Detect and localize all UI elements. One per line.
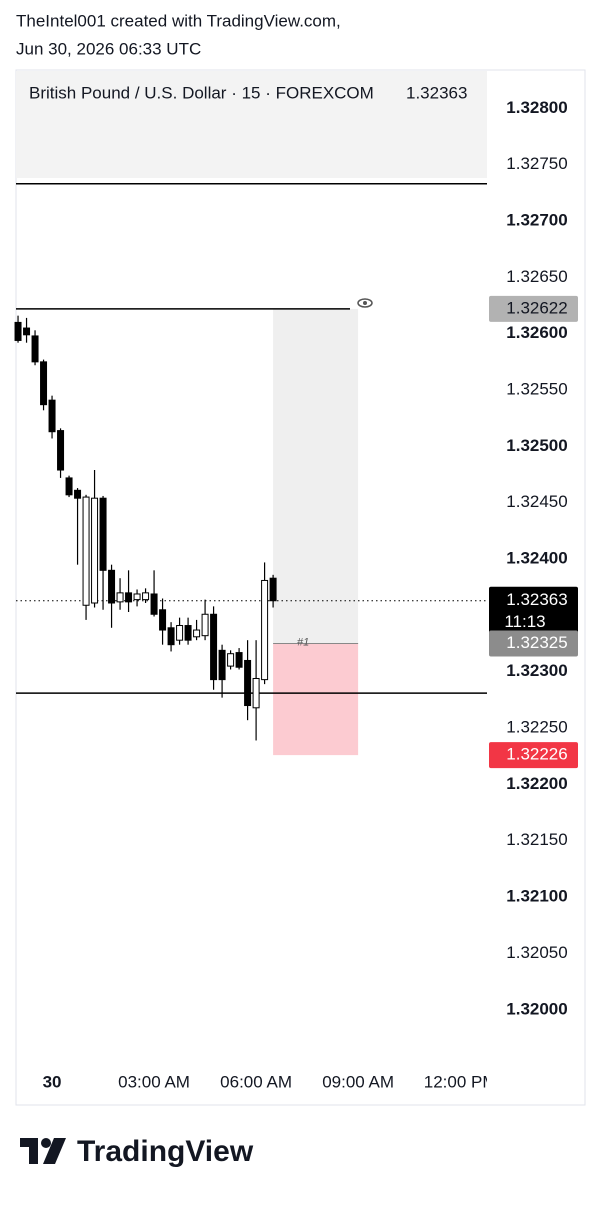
- y-tick-label: 1.32500: [506, 436, 567, 455]
- stop-price-label: 1.32226: [506, 745, 567, 764]
- candle-body: [159, 609, 167, 631]
- stop-price-label-box: [489, 742, 578, 769]
- candle-body: [108, 569, 116, 604]
- candle-body: [142, 592, 150, 601]
- candle-body: [65, 477, 73, 496]
- candle-body: [57, 430, 65, 471]
- x-tick-label: 09:00 AM: [322, 1072, 394, 1091]
- y-tick-label: 1.32050: [506, 943, 567, 962]
- position-label: #1: [297, 636, 309, 648]
- target-price-label-box: [489, 295, 578, 322]
- attribution: TheIntel001 created with TradingView.com…: [16, 11, 341, 30]
- brand: TradingView: [77, 1135, 254, 1168]
- x-tick-label: 06:00 AM: [220, 1072, 292, 1091]
- candle-body: [48, 399, 56, 433]
- candle-body: [218, 649, 226, 681]
- candle-body: [201, 613, 209, 637]
- chart-frame: [15, 69, 586, 1106]
- y-tick-label: 1.32450: [506, 492, 567, 511]
- stop-zone: [273, 643, 359, 756]
- chart-title: British Pound / U.S. Dollar · 15 · FOREX…: [29, 83, 374, 102]
- target-zone: [273, 308, 359, 644]
- candle-body: [99, 497, 107, 571]
- y-tick-label: 1.32400: [506, 549, 567, 568]
- candle-body: [244, 659, 252, 707]
- candle-body: [150, 593, 158, 615]
- countdown: 11:13: [504, 612, 545, 631]
- entry-price-label: 1.32325: [506, 633, 567, 652]
- y-tick-label: 1.32750: [506, 154, 567, 173]
- y-tick-label: 1.32100: [506, 887, 567, 906]
- last-price-label: 1.32363: [506, 590, 567, 609]
- candle-body: [235, 652, 243, 668]
- x-tick-label: 12:00 PM: [424, 1072, 497, 1091]
- y-tick-label: 1.32800: [506, 98, 567, 117]
- time-axis: 30 03:00 AM 06:00 AM 09:00 AM 12:00 PM: [43, 1072, 497, 1091]
- candle-body: [193, 629, 201, 638]
- x-tick-label: 30: [43, 1072, 62, 1091]
- y-tick-label: 1.32600: [506, 323, 567, 342]
- plot: 1.32800 1.32750 1.32700 1.32650 1.32600 1.325…: [14, 98, 578, 1091]
- candle-body: [40, 361, 48, 406]
- logo-icon: [20, 1138, 66, 1164]
- y-tick-label: 1.32200: [506, 774, 567, 793]
- y-tick-label: 1.32650: [506, 267, 567, 286]
- y-tick-label: 1.32700: [506, 210, 567, 229]
- candle-body: [269, 577, 277, 602]
- candle-body: [116, 592, 124, 603]
- candle-body: [74, 489, 82, 499]
- y-tick-label: 1.32150: [506, 830, 567, 849]
- candle-body: [82, 496, 90, 606]
- candle-body: [23, 327, 31, 336]
- candle-body: [125, 592, 133, 603]
- y-tick-label: 1.32000: [506, 999, 567, 1018]
- timestamp: Jun 30, 2026 06:33 UTC: [16, 39, 201, 58]
- candle-body: [252, 677, 260, 709]
- candle-body: [176, 625, 184, 641]
- candle-body: [167, 627, 175, 646]
- eye-icon: [357, 298, 373, 308]
- candle-body: [31, 335, 39, 363]
- x-tick-label: 03:00 AM: [118, 1072, 190, 1091]
- y-tick-label: 1.32550: [506, 380, 567, 399]
- target-price-label: 1.32622: [506, 298, 567, 317]
- candle-body: [14, 321, 22, 341]
- y-tick-label: 1.32300: [506, 661, 567, 680]
- candle-body: [227, 653, 235, 667]
- candle-body: [210, 613, 218, 681]
- candle-body: [261, 579, 269, 681]
- entry-price-label-box: [489, 630, 578, 657]
- candle-body: [133, 593, 141, 601]
- y-tick-label: 1.32250: [506, 718, 567, 737]
- last-price-box: [489, 586, 578, 635]
- legend-background: [16, 71, 487, 178]
- candle-body: [91, 497, 99, 604]
- header-price: 1.32363: [406, 83, 467, 102]
- candle-body: [184, 625, 192, 641]
